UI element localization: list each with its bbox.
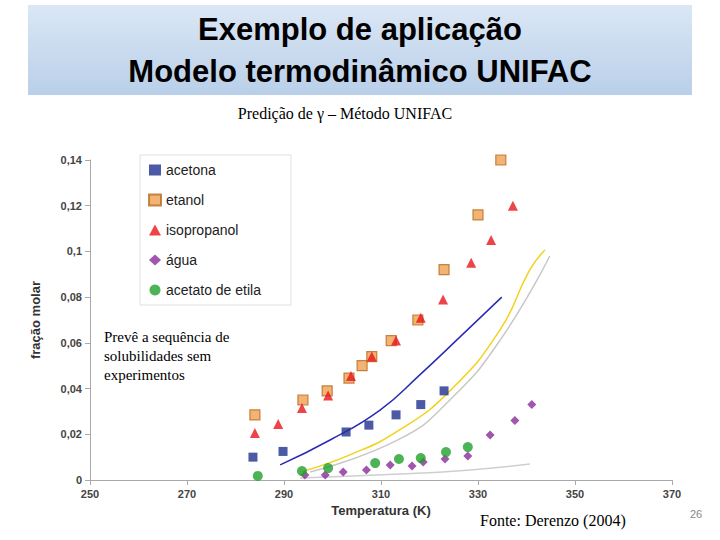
html-text:Modelo termodinâmico UNIFAC: Modelo termodinâmico UNIFAC: [128, 54, 592, 89]
svg-text:0,04: 0,04: [61, 383, 83, 395]
svg-text:250: 250: [81, 488, 99, 500]
svg-text:310: 310: [372, 488, 390, 500]
svg-text:370: 370: [663, 488, 681, 500]
svg-text:0,1: 0,1: [67, 245, 82, 257]
svg-text:330: 330: [469, 488, 487, 500]
svg-text:Temperatura (K): Temperatura (K): [331, 503, 430, 518]
svg-text:0,02: 0,02: [61, 428, 82, 440]
svg-text:0: 0: [76, 474, 82, 486]
svg-text:0,08: 0,08: [61, 291, 82, 303]
svg-text:água: água: [166, 252, 197, 268]
html-text:Fonte: Derenzo (2004): Fonte: Derenzo (2004): [480, 512, 626, 529]
html-text:Prevê a sequência de: Prevê a sequência de: [104, 329, 230, 345]
html-text:solubilidades sem: solubilidades sem: [104, 348, 212, 364]
svg-text:0,12: 0,12: [61, 200, 82, 212]
svg-text:acetona: acetona: [166, 162, 216, 178]
svg-text:0,06: 0,06: [61, 337, 82, 349]
html-text:Predição de γ – Método UNIFAC: Predição de γ – Método UNIFAC: [237, 105, 453, 122]
html-text:26: 26: [690, 508, 703, 520]
svg-text:fração molar: fração molar: [28, 281, 43, 359]
svg-text:acetato de etila: acetato de etila: [166, 282, 261, 298]
svg-text:isopropanol: isopropanol: [166, 222, 238, 238]
svg-text:0,14: 0,14: [61, 154, 83, 166]
svg-text:290: 290: [275, 488, 293, 500]
html-text:experimentos: experimentos: [104, 367, 185, 383]
html-text:Exemplo de aplicação: Exemplo de aplicação: [198, 12, 522, 47]
svg-text:270: 270: [178, 488, 196, 500]
svg-text:etanol: etanol: [166, 192, 204, 208]
svg-text:350: 350: [566, 488, 584, 500]
